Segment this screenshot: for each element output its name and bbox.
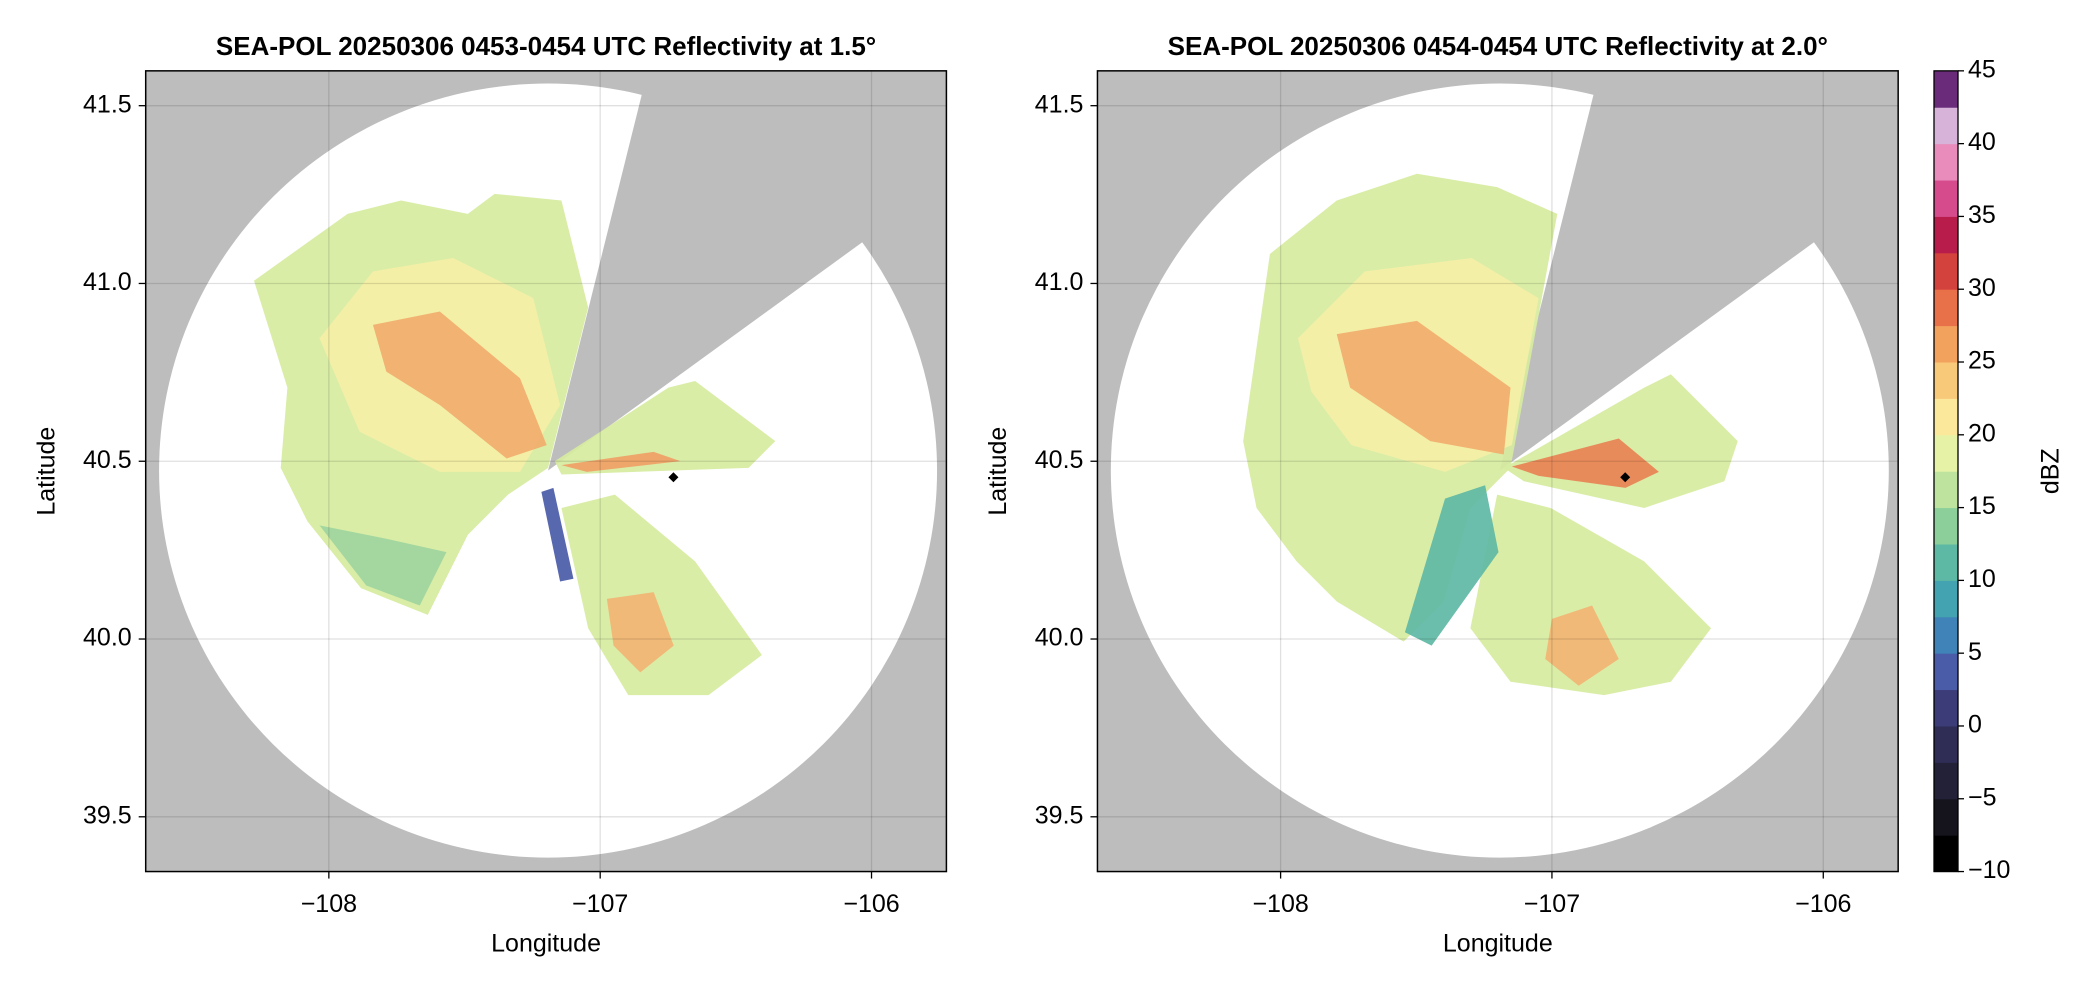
colorbar-swatch <box>1934 507 1958 545</box>
blocked-sector <box>548 70 947 471</box>
colorbar-swatch <box>1934 798 1958 836</box>
colorbar-swatch <box>1934 543 1958 581</box>
colorbar-swatch <box>1934 471 1958 509</box>
colorbar-swatch <box>1934 70 1958 108</box>
echo <box>1404 485 1499 646</box>
colorbar-swatch <box>1934 725 1958 763</box>
colorbar-swatch <box>1934 689 1958 727</box>
x-tick-label: −106 <box>843 890 899 918</box>
echo <box>319 525 447 606</box>
colorbar-swatch <box>1934 143 1958 181</box>
echo <box>1545 605 1619 686</box>
colorbar-swatch <box>1934 216 1958 254</box>
plot-frame <box>1096 70 1899 873</box>
y-tick-label: 41.0 <box>1035 268 1084 296</box>
colorbar-tick-label: 35 <box>1968 201 1996 229</box>
colorbar-tick-label: −5 <box>1968 783 1997 811</box>
colorbar-swatch <box>1934 362 1958 399</box>
colorbar-swatch <box>1934 107 1958 145</box>
echo <box>561 451 681 472</box>
plot-area <box>1097 70 1899 872</box>
colorbar-frame <box>1933 70 1959 873</box>
x-tick-label: −108 <box>301 890 357 918</box>
y-axis-label: Latitude <box>32 427 60 516</box>
colorbar-swatch <box>1934 835 1958 873</box>
y-tick-label: 41.5 <box>1035 90 1084 118</box>
colorbar-swatch <box>1934 434 1958 472</box>
colorbar-swatch <box>1934 616 1958 654</box>
colorbar-swatch <box>1934 762 1958 800</box>
colorbar-tick-label: 30 <box>1968 274 1996 302</box>
y-tick-label: 40.5 <box>83 446 132 474</box>
colorbar-tick-label: 0 <box>1968 711 1982 739</box>
x-tick-label: −107 <box>1524 890 1580 918</box>
colorbar-swatch <box>1934 180 1958 217</box>
colorbar-swatch <box>1934 289 1958 327</box>
echo <box>372 311 547 459</box>
echo <box>554 380 776 475</box>
colorbar-tick-label: 15 <box>1968 492 1996 520</box>
colorbar-swatch <box>1934 252 1958 290</box>
colorbar-swatch <box>1934 653 1958 691</box>
x-axis-label: Longitude <box>491 930 601 958</box>
colorbar-swatch <box>1934 398 1958 436</box>
colorbar-swatch <box>1934 580 1958 618</box>
x-axis-label: Longitude <box>1443 930 1553 958</box>
colorbar-tick-label: 25 <box>1968 347 1996 375</box>
y-tick-label: 39.5 <box>83 801 132 829</box>
colorbar-swatch <box>1934 325 1958 363</box>
y-tick-label: 39.5 <box>1035 801 1084 829</box>
chart-title: SEA-POL 20250306 0453-0454 UTC Reflectiv… <box>216 31 876 61</box>
y-tick-label: 41.0 <box>83 268 132 296</box>
site-marker <box>1620 472 1631 483</box>
plot-frame <box>144 70 948 873</box>
echo <box>541 487 574 582</box>
y-tick-label: 40.0 <box>1035 624 1084 652</box>
site-marker <box>668 472 679 483</box>
y-axis-label: Latitude <box>984 427 1012 516</box>
echo <box>561 494 762 696</box>
x-tick-label: −106 <box>1795 890 1851 918</box>
echo <box>606 592 674 673</box>
colorbar-tick-label: 20 <box>1968 419 1996 447</box>
colorbar-tick-label: 40 <box>1968 128 1996 156</box>
chart-title: SEA-POL 20250306 0454-0454 UTC Reflectiv… <box>1168 31 1828 61</box>
y-tick-label: 40.0 <box>83 624 132 652</box>
colorbar-label: dBZ <box>2037 448 2065 494</box>
colorbar-tick-label: 10 <box>1968 565 1996 593</box>
colorbar-tick-label: −10 <box>1968 856 2010 884</box>
x-tick-label: −107 <box>572 890 628 918</box>
echo <box>1470 494 1712 696</box>
plot-area <box>145 70 947 872</box>
y-tick-label: 40.5 <box>1035 446 1084 474</box>
echo <box>1336 320 1511 455</box>
y-tick-label: 41.5 <box>83 90 132 118</box>
colorbar-tick-label: 5 <box>1968 638 1982 666</box>
blocked-sector <box>1499 70 1899 471</box>
colorbar-tick-label: 45 <box>1968 55 1996 83</box>
x-tick-label: −108 <box>1252 890 1308 918</box>
